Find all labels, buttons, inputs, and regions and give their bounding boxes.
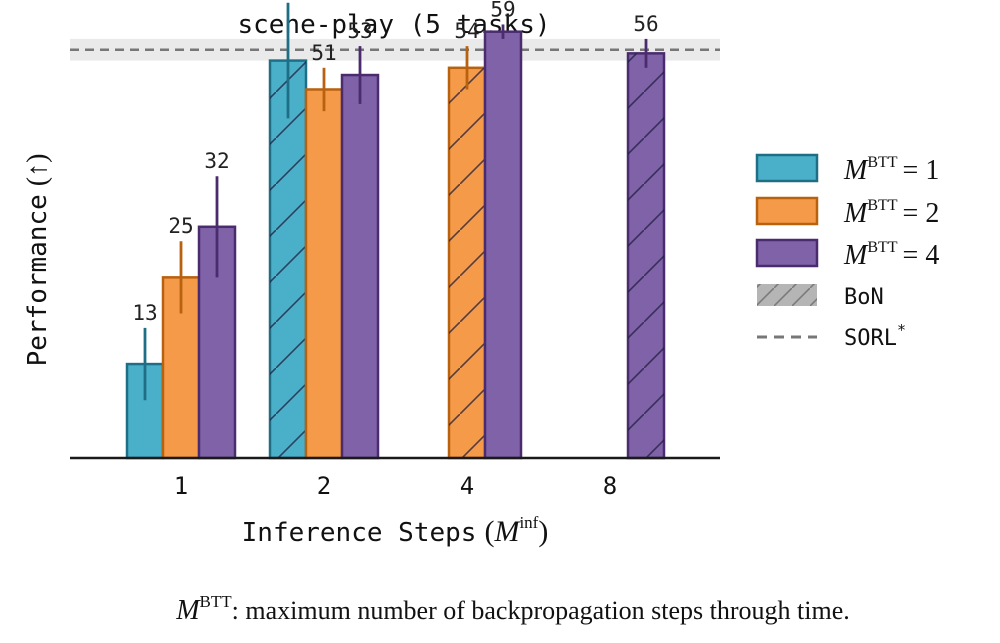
- legend-label-sorl: SORL*: [844, 321, 906, 351]
- bar-value-label: 32: [204, 149, 229, 173]
- bar-value-label: 59: [490, 0, 515, 21]
- reference-lines: [70, 38, 720, 61]
- legend-label: MBTT = 1: [843, 154, 939, 186]
- legend-label: MBTT = 4: [843, 239, 939, 271]
- x-tick-label: 1: [174, 472, 188, 500]
- legend-label: MBTT = 2: [843, 197, 939, 229]
- x-tick-label: 8: [603, 472, 617, 500]
- bar-value-label: 25: [168, 214, 193, 238]
- bar-hatch: [628, 53, 664, 459]
- legend-swatch: [755, 238, 819, 268]
- bar-value-label: 13: [132, 301, 157, 325]
- caption: MBTT: maximum number of backpropagation …: [175, 592, 850, 626]
- x-tick-label: 4: [460, 472, 474, 500]
- legend-swatch: [755, 153, 819, 183]
- bar: [304, 88, 344, 460]
- legend-swatch: [755, 196, 819, 226]
- bar-value-label: 56: [633, 12, 658, 36]
- bar-series: 135525515432535956: [125, 0, 666, 460]
- legend-label-bon: BoN: [844, 285, 884, 310]
- bar-hatch: [270, 60, 306, 458]
- x-tick-labels: 1 2 4 8: [174, 472, 617, 500]
- x-axis-label: Inference Steps (Minf): [242, 513, 549, 548]
- legend: MBTT = 1 MBTT = 2 MBTT = 4 BoN SORL*: [755, 153, 939, 351]
- bon-band: [70, 38, 720, 61]
- bar-value-label: 51: [311, 41, 336, 65]
- legend-swatch-bon-hatch: [757, 284, 817, 306]
- x-tick-label: 2: [317, 472, 331, 500]
- y-axis-label: Performance(↑): [22, 154, 53, 367]
- bar-hatch: [449, 67, 485, 458]
- bar-value-label: 53: [347, 19, 372, 43]
- bar: [340, 73, 380, 460]
- bar: [483, 30, 523, 460]
- bar-value-label: 54: [454, 19, 479, 43]
